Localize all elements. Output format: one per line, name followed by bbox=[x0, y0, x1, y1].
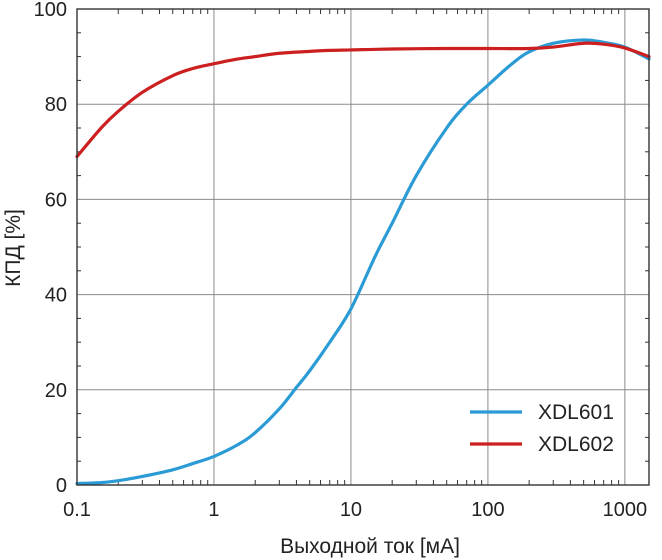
series-lines bbox=[75, 38, 651, 486]
x-tick-label: 1 bbox=[208, 499, 219, 521]
y-tick-labels: 0 20 40 60 80 100 bbox=[34, 0, 67, 497]
y-tick-label: 80 bbox=[45, 94, 67, 116]
y-tick-label: 60 bbox=[45, 189, 67, 211]
y-tick-label: 40 bbox=[45, 285, 67, 307]
x-axis-label: Выходной ток [мА] bbox=[280, 535, 460, 558]
x-tick-label: 100 bbox=[471, 499, 504, 521]
y-tick-label: 20 bbox=[45, 380, 67, 402]
legend: XDL601 XDL602 bbox=[470, 401, 614, 456]
legend-label-xdl601: XDL601 bbox=[538, 401, 614, 424]
y-tick-label: 100 bbox=[34, 0, 67, 21]
x-tick-label: 10 bbox=[340, 499, 362, 521]
x-tick-label: 1000 bbox=[603, 499, 648, 521]
x-tick-labels: 0.1 1 10 100 1000 bbox=[63, 499, 647, 521]
plot-frame bbox=[76, 8, 650, 486]
series-line-xdl601 bbox=[75, 38, 651, 486]
y-axis-label: КПД [%] bbox=[2, 209, 25, 287]
legend-label-xdl602: XDL602 bbox=[538, 433, 614, 456]
x-tick-label: 0.1 bbox=[63, 499, 91, 521]
y-tick-label: 0 bbox=[56, 475, 67, 497]
series-line-xdl602 bbox=[75, 41, 651, 159]
